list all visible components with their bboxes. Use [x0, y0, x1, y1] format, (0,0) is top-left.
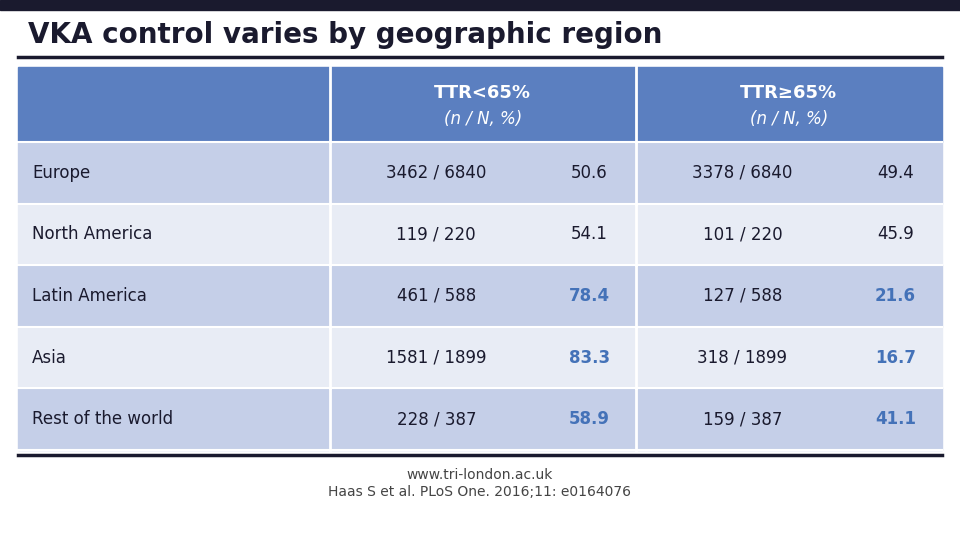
Bar	[18, 265, 942, 327]
Text: 3378 / 6840: 3378 / 6840	[692, 164, 793, 182]
Bar	[18, 67, 942, 142]
Text: www.tri-london.ac.uk: www.tri-london.ac.uk	[407, 468, 553, 482]
Text: Asia: Asia	[32, 349, 67, 367]
Text: 318 / 1899: 318 / 1899	[697, 349, 787, 367]
Text: 50.6: 50.6	[571, 164, 608, 182]
Bar	[18, 142, 942, 204]
Text: 3462 / 6840: 3462 / 6840	[386, 164, 487, 182]
Text: 58.9: 58.9	[569, 410, 610, 428]
Text: 1581 / 1899: 1581 / 1899	[386, 349, 487, 367]
Text: 83.3: 83.3	[568, 349, 610, 367]
Text: TTR<65%: TTR<65%	[434, 84, 531, 102]
Text: 45.9: 45.9	[877, 225, 914, 244]
Bar	[18, 388, 942, 450]
Text: Latin America: Latin America	[32, 287, 147, 305]
Text: 127 / 588: 127 / 588	[703, 287, 782, 305]
Text: VKA control varies by geographic region: VKA control varies by geographic region	[28, 21, 662, 49]
Text: 119 / 220: 119 / 220	[396, 225, 476, 244]
Text: (n / N, %): (n / N, %)	[444, 110, 522, 127]
Text: 228 / 387: 228 / 387	[396, 410, 476, 428]
Text: 78.4: 78.4	[568, 287, 610, 305]
Text: TTR≥65%: TTR≥65%	[740, 84, 837, 102]
Text: North America: North America	[32, 225, 153, 244]
Text: Haas S et al. PLoS One. 2016;11: e0164076: Haas S et al. PLoS One. 2016;11: e016407…	[328, 485, 632, 499]
Text: 16.7: 16.7	[875, 349, 916, 367]
Text: Europe: Europe	[32, 164, 90, 182]
Text: 54.1: 54.1	[571, 225, 608, 244]
Bar	[18, 327, 942, 388]
Text: 41.1: 41.1	[875, 410, 916, 428]
Text: (n / N, %): (n / N, %)	[750, 110, 828, 127]
Bar	[0, 0, 960, 10]
Text: 461 / 588: 461 / 588	[396, 287, 476, 305]
Text: 49.4: 49.4	[877, 164, 914, 182]
Text: Rest of the world: Rest of the world	[32, 410, 173, 428]
Bar	[18, 204, 942, 265]
Text: 159 / 387: 159 / 387	[703, 410, 782, 428]
Text: 21.6: 21.6	[875, 287, 916, 305]
Text: 101 / 220: 101 / 220	[703, 225, 782, 244]
